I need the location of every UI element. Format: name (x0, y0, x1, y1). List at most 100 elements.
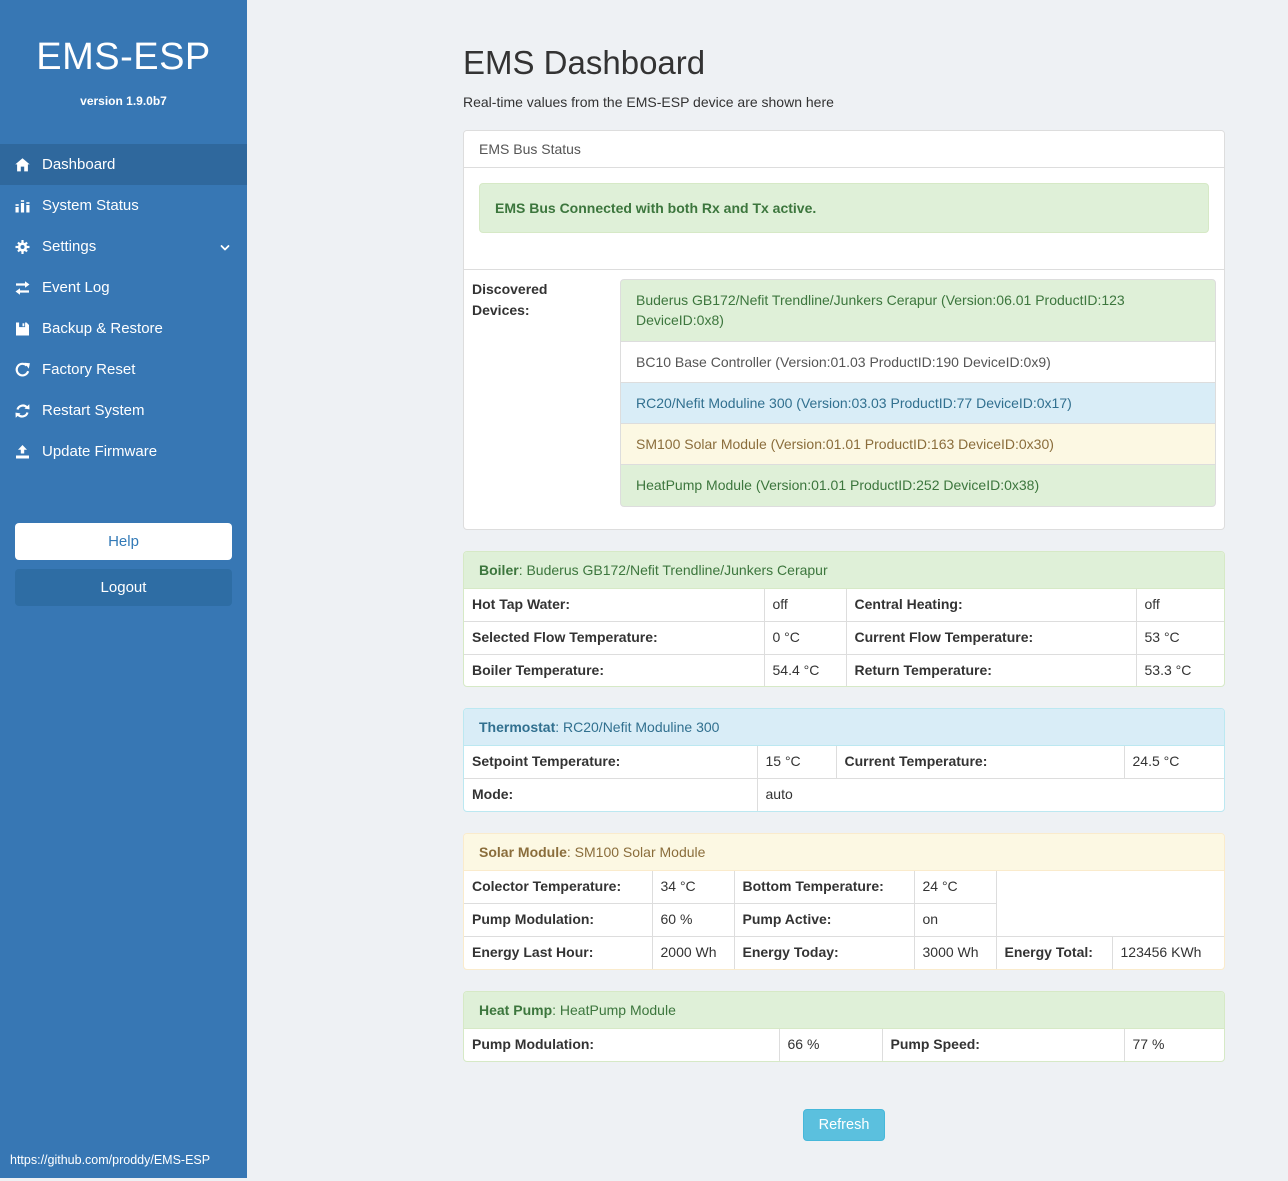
sidebar-item-label: Dashboard (42, 156, 116, 173)
cell-label: Current Flow Temperature: (845, 620, 1137, 655)
solar-module-panel: Solar Module: SM100 Solar Module Colecto… (463, 833, 1225, 970)
sidebar-item-label: Backup & Restore (42, 320, 163, 337)
sidebar-nav: Dashboard System Status (0, 144, 247, 472)
cell-value: on (913, 903, 997, 937)
boiler-table: Hot Tap Water: off Central Heating: off … (463, 588, 1225, 687)
solar-name: : SM100 Solar Module (566, 844, 706, 861)
cell-value: auto (756, 778, 1225, 812)
cell-label: Pump Modulation: (463, 1028, 780, 1062)
boiler-panel: Boiler: Buderus GB172/Nefit Trendline/Ju… (463, 550, 1225, 688)
table-row: Colector Temperature: 34 °C Bottom Tempe… (463, 870, 1224, 905)
sidebar: EMS-ESP version 1.9.0b7 Dashboard System… (0, 0, 247, 1178)
sidebar-item-label: Event Log (42, 279, 110, 296)
page-subtitle: Real-time values from the EMS-ESP device… (463, 94, 834, 110)
ems-bus-status-heading: EMS Bus Status (464, 131, 1224, 168)
table-row: Boiler Temperature: 54.4 °C Return Tempe… (463, 653, 1225, 687)
heat-pump-panel-heading: Heat Pump: HeatPump Module (464, 991, 1224, 1029)
ems-bus-status-body: EMS Bus Connected with both Rx and Tx ac… (464, 168, 1224, 254)
cell-label: Return Temperature: (845, 653, 1137, 687)
cell-value: 34 °C (651, 870, 735, 905)
cell-label: Bottom Temperature: (733, 870, 915, 905)
discovered-devices-table: Discovered Devices: Buderus GB172/Nefit … (464, 268, 1224, 529)
page-title: EMS Dashboard (463, 44, 706, 81)
table-row: Energy Last Hour: 2000 Wh Energy Today: … (463, 935, 1225, 970)
boiler-title: Boiler (479, 561, 519, 578)
thermostat-panel: Thermostat: RC20/Nefit Moduline 300 Setp… (463, 708, 1225, 813)
thermostat-table: Setpoint Temperature: 15 °C Current Temp… (463, 745, 1225, 812)
sidebar-item-update-firmware[interactable]: Update Firmware (0, 431, 247, 472)
cell-label: Pump Active: (733, 903, 915, 937)
cell-value: 53 °C (1135, 620, 1225, 655)
upload-icon (14, 444, 33, 460)
brand-title: EMS-ESP (36, 36, 211, 78)
sidebar-item-backup-restore[interactable]: Backup & Restore (0, 308, 247, 349)
bus-connected-alert: EMS Bus Connected with both Rx and Tx ac… (479, 183, 1209, 233)
sidebar-item-dashboard[interactable]: Dashboard (0, 144, 247, 185)
sidebar-item-restart-system[interactable]: Restart System (0, 390, 247, 431)
cell-value: 2000 Wh (651, 935, 735, 970)
table-row: Selected Flow Temperature: 0 °C Current … (463, 620, 1225, 655)
table-row: Hot Tap Water: off Central Heating: off (463, 588, 1225, 622)
cell-value: off (1135, 588, 1225, 622)
device-list-item: BC10 Base Controller (Version:01.03 Prod… (620, 340, 1216, 383)
solar-table: Colector Temperature: 34 °C Bottom Tempe… (463, 870, 1225, 970)
heat-pump-name: : HeatPump Module (552, 1001, 676, 1018)
device-list: Buderus GB172/Nefit Trendline/Junkers Ce… (620, 279, 1216, 507)
cell-label: Boiler Temperature: (463, 653, 765, 687)
cell-value: 60 % (651, 903, 735, 937)
sidebar-item-label: Factory Reset (42, 361, 136, 378)
heat-pump-panel: Heat Pump: HeatPump Module Pump Modulati… (463, 990, 1225, 1062)
refresh-button[interactable]: Refresh (802, 1108, 886, 1141)
exchange-icon (14, 280, 33, 296)
repeat-icon (14, 362, 33, 378)
sync-icon (14, 403, 33, 419)
table-row: Setpoint Temperature: 15 °C Current Temp… (463, 745, 1225, 780)
sidebar-item-factory-reset[interactable]: Factory Reset (0, 349, 247, 390)
sidebar-item-settings[interactable]: Settings (0, 226, 247, 267)
cell-value: 53.3 °C (1135, 653, 1225, 687)
cell-value: 54.4 °C (763, 653, 847, 687)
thermostat-name: : RC20/Nefit Moduline 300 (555, 719, 720, 736)
gear-icon (14, 239, 33, 255)
cell-value: off (763, 588, 847, 622)
table-row: Pump Modulation: 60 % Pump Active: on (463, 903, 1224, 937)
browser-status-link: https://github.com/proddy/EMS-ESP (10, 1153, 211, 1167)
sidebar-item-label: System Status (42, 197, 139, 214)
cell-label: Central Heating: (845, 588, 1137, 622)
logout-button[interactable]: Logout (15, 569, 232, 606)
chevron-down-icon (219, 241, 231, 258)
home-icon (14, 157, 33, 173)
cell-label: Pump Speed: (881, 1028, 1125, 1062)
help-button[interactable]: Help (15, 523, 232, 560)
solar-title: Solar Module (479, 844, 567, 861)
main-area: EMS Dashboard Real-time values from the … (247, 0, 1288, 1178)
cell-label: Setpoint Temperature: (463, 745, 758, 780)
cell-label: Current Temperature: (835, 745, 1125, 780)
cell-value: 66 % (778, 1028, 883, 1062)
cell-label: Mode: (463, 778, 758, 812)
cell-value: 24 °C (913, 870, 997, 905)
table-row: Pump Modulation: 66 % Pump Speed: 77 % (463, 1028, 1225, 1062)
cell-label: Energy Last Hour: (463, 935, 653, 970)
cell-label: Hot Tap Water: (463, 588, 765, 622)
sidebar-item-event-log[interactable]: Event Log (0, 267, 247, 308)
cell-label: Pump Modulation: (463, 903, 653, 937)
sidebar-item-label: Update Firmware (42, 443, 158, 460)
cell-value: 24.5 °C (1123, 745, 1225, 780)
cell-value: 77 % (1123, 1028, 1225, 1062)
device-list-item: Buderus GB172/Nefit Trendline/Junkers Ce… (620, 279, 1216, 342)
cell-label: Energy Today: (733, 935, 915, 970)
sidebar-item-system-status[interactable]: System Status (0, 185, 247, 226)
cell-value: 123456 KWh (1111, 935, 1225, 970)
brand-block: EMS-ESP version 1.9.0b7 (0, 0, 247, 108)
heat-pump-title: Heat Pump (479, 1001, 553, 1018)
cell-label: Colector Temperature: (463, 870, 653, 905)
ems-bus-status-panel: EMS Bus Status EMS Bus Connected with bo… (463, 130, 1225, 530)
save-icon (14, 321, 33, 337)
heat-pump-table: Pump Modulation: 66 % Pump Speed: 77 % (463, 1028, 1225, 1062)
boiler-name: : Buderus GB172/Nefit Trendline/Junkers … (518, 561, 828, 578)
boiler-panel-heading: Boiler: Buderus GB172/Nefit Trendline/Ju… (464, 551, 1224, 589)
thermostat-title: Thermostat (479, 719, 556, 736)
solar-panel-heading: Solar Module: SM100 Solar Module (464, 834, 1224, 872)
device-list-item: SM100 Solar Module (Version:01.01 Produc… (620, 423, 1216, 466)
